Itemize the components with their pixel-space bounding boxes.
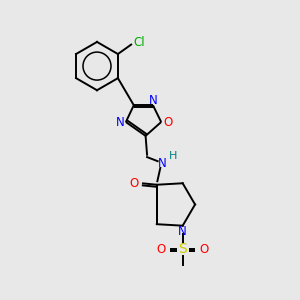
Text: H: H bbox=[169, 151, 178, 161]
Text: Cl: Cl bbox=[134, 36, 145, 49]
Text: N: N bbox=[149, 94, 158, 107]
Text: N: N bbox=[116, 116, 124, 128]
Text: O: O bbox=[199, 243, 208, 256]
Text: N: N bbox=[158, 157, 166, 170]
Text: O: O bbox=[130, 177, 139, 190]
Text: O: O bbox=[163, 116, 172, 128]
Text: S: S bbox=[178, 242, 187, 256]
Text: O: O bbox=[157, 243, 166, 256]
Text: N: N bbox=[178, 225, 187, 238]
